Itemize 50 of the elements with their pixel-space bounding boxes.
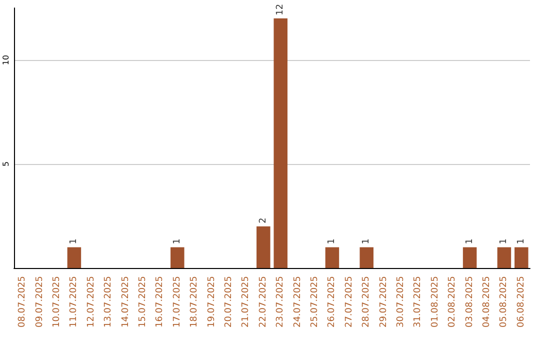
x-tick-label: 01.08.2025 — [430, 276, 440, 328]
x-tick-label: 11.07.2025 — [69, 276, 80, 328]
bar — [462, 247, 477, 268]
x-tick-label: 20.07.2025 — [224, 276, 234, 328]
data-label: 1 — [172, 238, 182, 244]
y-tick-label: 10 — [2, 54, 10, 66]
data-label: 1 — [362, 238, 372, 244]
x-tick-label: 31.07.2025 — [413, 276, 424, 328]
bar — [256, 226, 270, 268]
x-tick-label: 05.08.2025 — [499, 276, 510, 328]
bar — [514, 247, 528, 268]
x-tick-label: 02.08.2025 — [448, 276, 458, 328]
data-label: 1 — [464, 238, 475, 244]
x-tick-label: 04.08.2025 — [482, 276, 492, 328]
x-tick-label: 18.07.2025 — [190, 276, 200, 328]
x-tick-label: 30.07.2025 — [396, 276, 406, 328]
bar — [360, 247, 374, 268]
bar — [325, 247, 340, 268]
x-tick-label: 06.08.2025 — [516, 276, 526, 328]
x-tick-label: 23.07.2025 — [276, 276, 286, 328]
x-tick-label: 28.07.2025 — [362, 276, 372, 328]
x-tick-label: 12.07.2025 — [86, 276, 96, 328]
x-tick-label: 17.07.2025 — [172, 276, 182, 328]
bar — [67, 247, 82, 268]
x-tick-label: 08.07.2025 — [18, 276, 28, 328]
bar — [274, 18, 288, 268]
x-tick-label: 21.07.2025 — [241, 276, 252, 328]
x-tick-label: 27.07.2025 — [344, 276, 354, 328]
data-label: 1 — [327, 238, 338, 244]
data-label: 1 — [499, 238, 510, 244]
data-label: 1 — [69, 238, 80, 244]
x-tick-label: 15.07.2025 — [138, 276, 148, 328]
x-tick-label: 24.07.2025 — [292, 276, 303, 328]
data-label: 1 — [516, 238, 526, 244]
x-tick-label: 03.08.2025 — [464, 276, 475, 328]
x-tick-label: 09.07.2025 — [34, 276, 45, 328]
data-label: 12 — [276, 4, 286, 16]
x-tick-label: 26.07.2025 — [327, 276, 338, 328]
data-label: 2 — [258, 218, 268, 224]
x-tick-label: 25.07.2025 — [310, 276, 320, 328]
x-tick-label: 22.07.2025 — [258, 276, 268, 328]
x-tick-label: 10.07.2025 — [52, 276, 62, 328]
x-tick-label: 13.07.2025 — [104, 276, 114, 328]
y-tick-label: 5 — [2, 161, 10, 167]
x-tick-label: 19.07.2025 — [206, 276, 217, 328]
x-tick-label: 14.07.2025 — [120, 276, 131, 328]
x-tick-label: 16.07.2025 — [155, 276, 166, 328]
x-tick-label: 29.07.2025 — [378, 276, 389, 328]
bar — [170, 247, 184, 268]
bar — [497, 247, 512, 268]
